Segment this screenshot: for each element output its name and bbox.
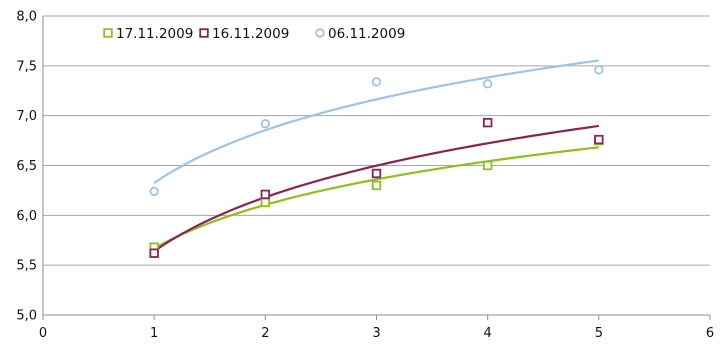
x-tick-label: 0 xyxy=(39,326,47,341)
y-tick-label: 6,5 xyxy=(16,159,37,174)
data-point xyxy=(149,248,159,258)
data-point xyxy=(260,118,271,129)
data-point xyxy=(594,65,604,75)
legend-marker xyxy=(315,28,325,38)
x-tick-label: 6 xyxy=(706,326,714,341)
y-tick-label: 5,5 xyxy=(16,259,37,274)
y-tick-label: 7,5 xyxy=(16,59,37,74)
y-tick-label: 7,0 xyxy=(16,109,37,124)
data-point xyxy=(371,168,382,179)
legend-label: 16.11.2009 xyxy=(212,26,289,42)
data-point xyxy=(260,197,271,208)
x-tick-label: 5 xyxy=(595,326,603,341)
y-tick-label: 6,0 xyxy=(16,209,37,224)
legend-marker xyxy=(199,28,209,38)
trendlines xyxy=(153,59,599,253)
data-point xyxy=(482,160,493,171)
x-tick-label: 4 xyxy=(484,326,492,341)
x-tick-label: 2 xyxy=(261,326,269,341)
axes xyxy=(42,16,711,320)
data-point xyxy=(594,134,604,145)
data-markers xyxy=(149,65,604,258)
legend-label: 06.11.2009 xyxy=(328,26,405,42)
legend: 17.11.2009 16.11.2009 06.11.2009 xyxy=(103,26,405,42)
data-point xyxy=(371,180,382,191)
data-point xyxy=(482,79,493,89)
y-tick-label: 5,0 xyxy=(16,309,37,324)
x-tick-label: 1 xyxy=(150,326,158,341)
y-tick-label: 8,0 xyxy=(16,10,37,25)
data-point xyxy=(260,189,271,200)
x-tick-label: 3 xyxy=(372,326,380,341)
data-point xyxy=(371,77,382,87)
data-point xyxy=(482,117,493,128)
trendline xyxy=(153,59,599,184)
tick-labels: 5,0 5,5 6,0 6,5 7,0 7,5 8,0 0 1 2 3 4 5 6 xyxy=(16,10,714,342)
trendline xyxy=(153,124,599,253)
trendline xyxy=(153,146,599,250)
legend-label: 17.11.2009 xyxy=(116,26,193,42)
data-point xyxy=(149,186,159,197)
legend-marker xyxy=(103,28,113,38)
